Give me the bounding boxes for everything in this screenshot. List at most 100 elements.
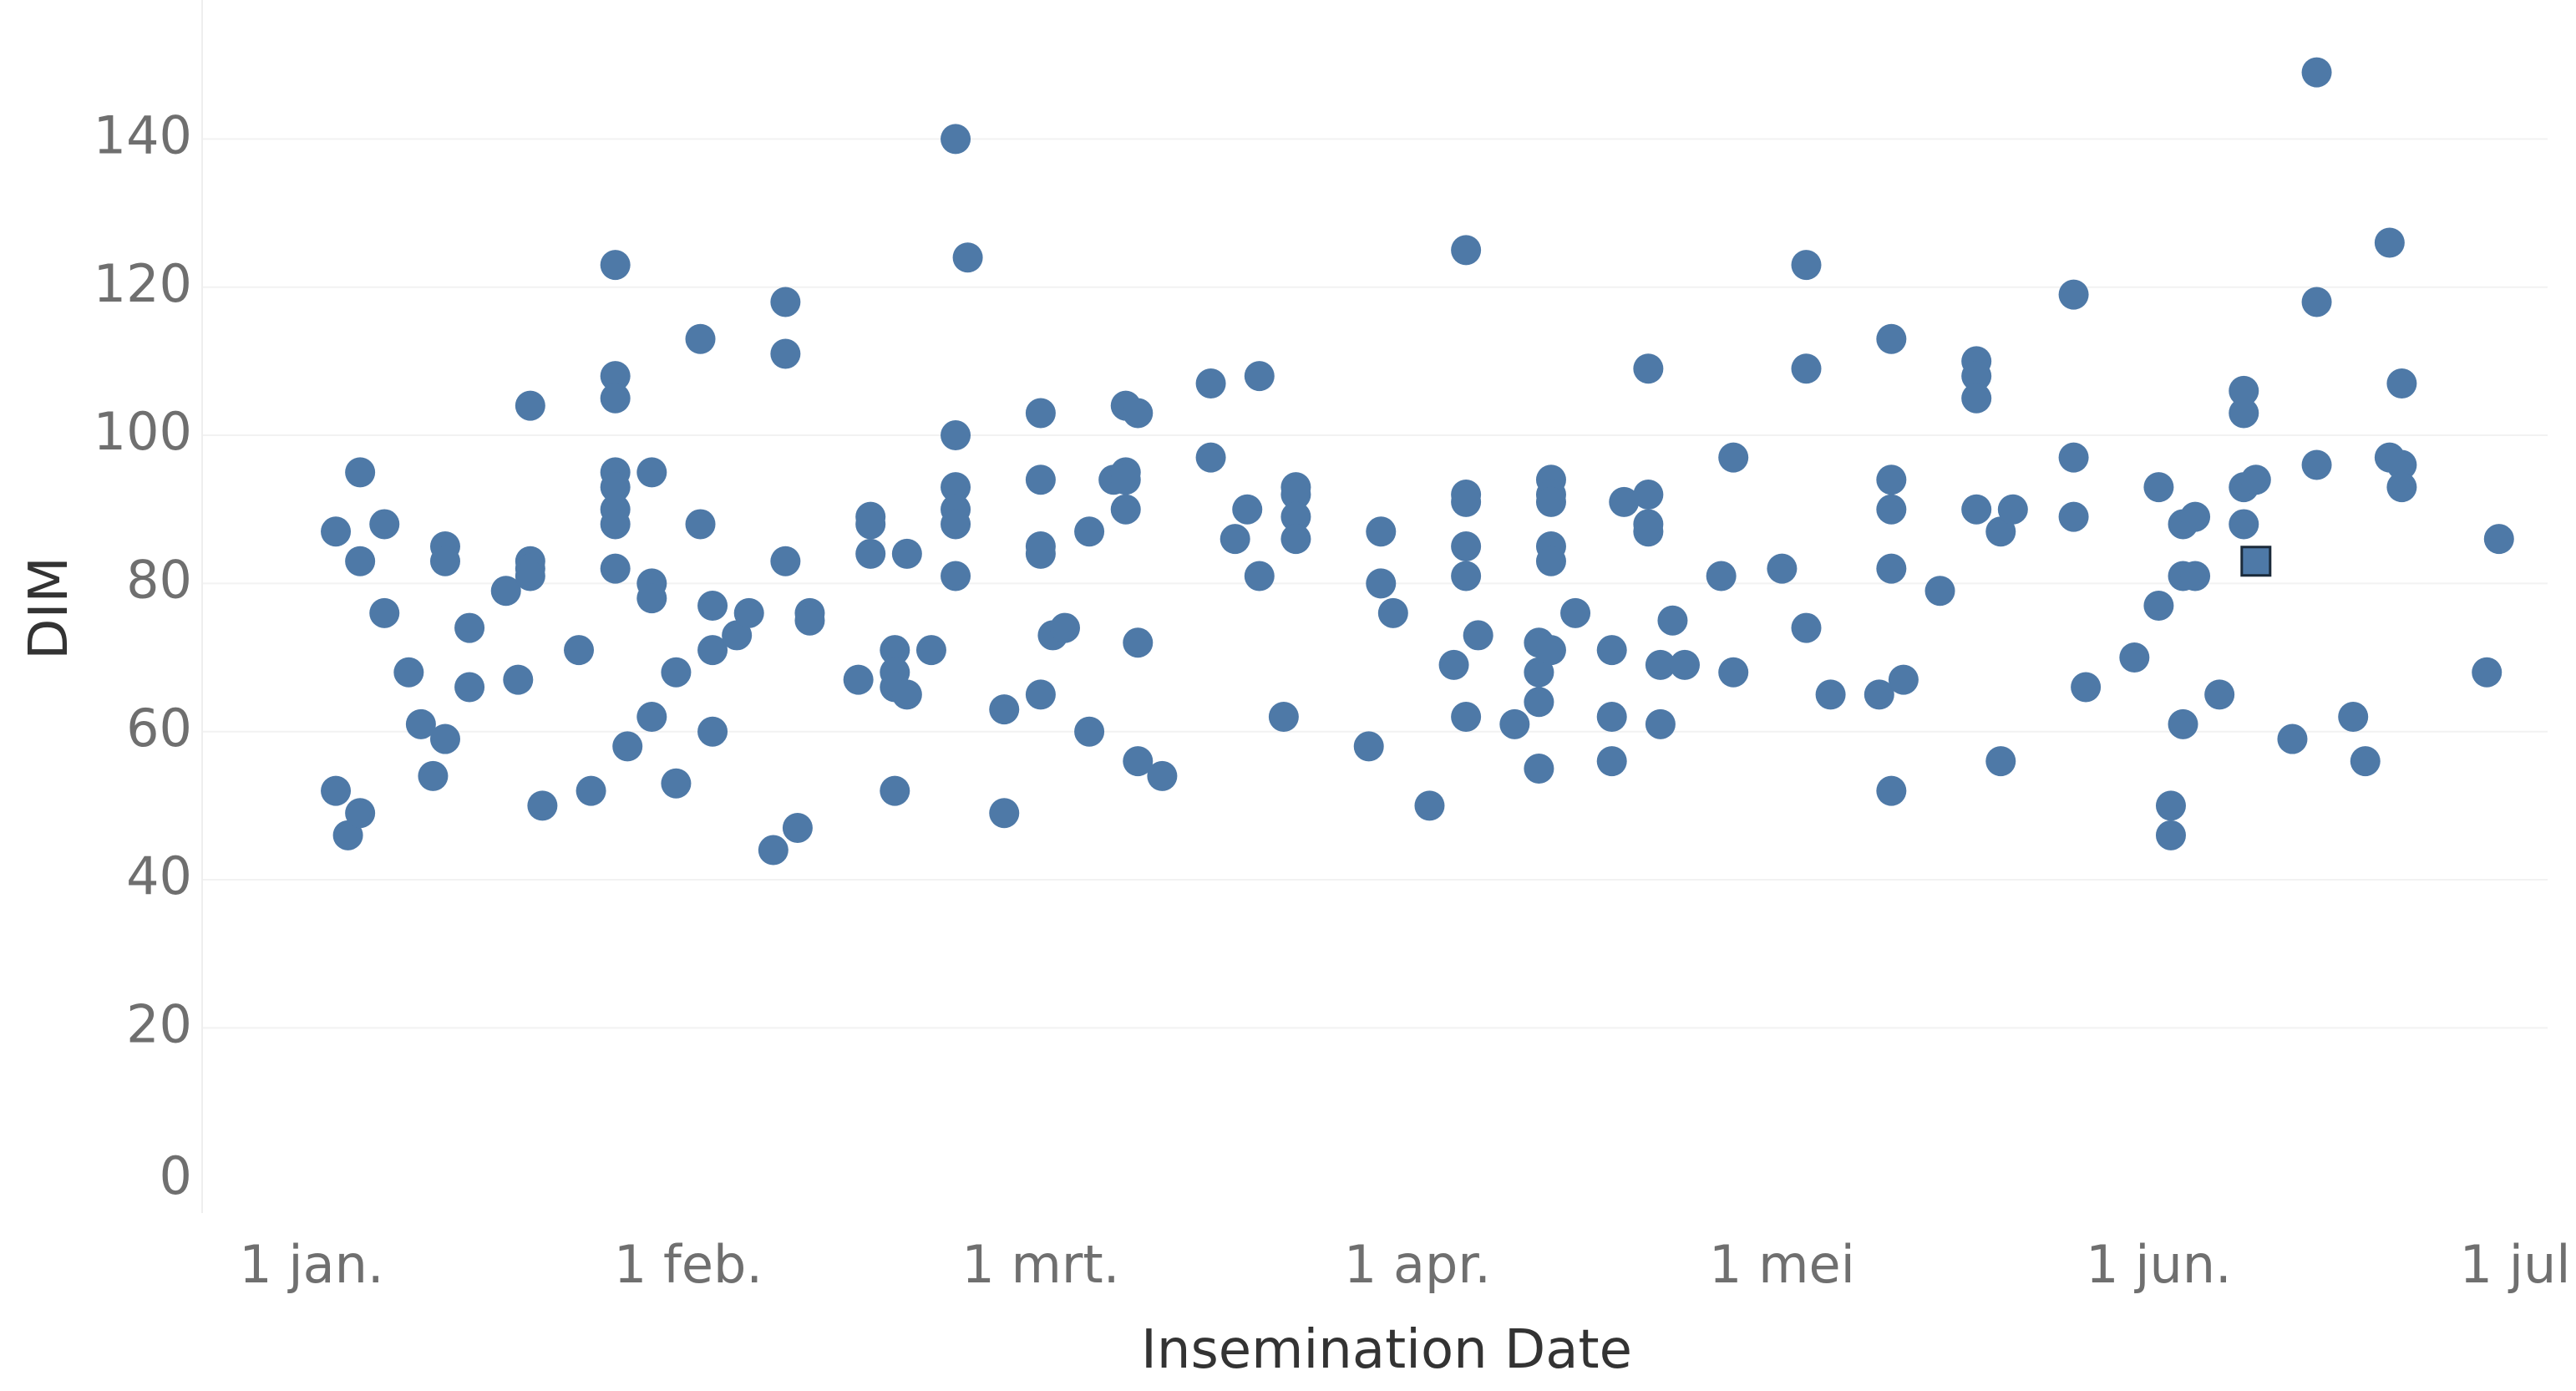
data-point — [345, 546, 376, 576]
data-point — [843, 664, 874, 695]
data-point — [2058, 279, 2089, 310]
data-point — [2472, 657, 2502, 688]
data-point — [1876, 323, 1907, 354]
data-point — [564, 635, 595, 666]
data-point — [1074, 716, 1105, 747]
data-point — [1524, 657, 1554, 688]
data-point — [2180, 561, 2211, 591]
data-point — [989, 798, 1020, 829]
data-points — [321, 57, 2514, 866]
data-point — [1815, 679, 1846, 710]
data-point — [636, 701, 667, 732]
data-point — [418, 760, 449, 791]
data-point — [2229, 375, 2259, 406]
data-point — [2229, 509, 2259, 540]
data-point — [2204, 679, 2235, 710]
data-point — [2386, 472, 2417, 503]
data-point — [855, 509, 886, 540]
y-axis-ticks: 0 20 40 60 80 100 120 140 — [94, 104, 192, 1206]
data-point — [1123, 627, 1154, 658]
data-point — [1123, 746, 1154, 777]
x-axis-ticks: 1 jan. 1 feb. 1 mrt. 1 apr. 1 mei 1 jun. 1 jul… — [239, 1234, 2576, 1295]
data-point — [2229, 398, 2259, 429]
data-point — [1280, 501, 1311, 532]
data-point — [1633, 353, 1664, 384]
data-point — [1353, 731, 1384, 762]
data-point — [1961, 494, 1992, 525]
data-point — [2240, 465, 2271, 495]
data-point — [770, 546, 801, 576]
data-point — [2071, 672, 2102, 703]
data-point — [636, 457, 667, 488]
data-point — [1451, 701, 1482, 732]
data-point — [1524, 687, 1554, 718]
data-point — [1535, 486, 1566, 517]
data-point — [1596, 746, 1627, 777]
data-point — [1876, 775, 1907, 806]
data-point — [722, 620, 753, 651]
data-point — [1633, 516, 1664, 547]
data-point — [1244, 561, 1275, 591]
data-point — [941, 561, 971, 591]
data-point — [1110, 494, 1141, 525]
y-tick-label: 0 — [160, 1145, 192, 1206]
data-point — [758, 835, 789, 866]
data-point — [1147, 760, 1178, 791]
data-point — [661, 657, 692, 688]
data-point — [2277, 723, 2308, 754]
data-point — [600, 250, 631, 281]
data-point — [2338, 701, 2369, 732]
data-point — [2143, 590, 2174, 621]
data-point — [1535, 546, 1566, 576]
data-point — [321, 516, 352, 547]
data-point — [1645, 708, 1676, 739]
data-point — [2143, 472, 2174, 503]
data-point — [576, 775, 606, 806]
data-point — [855, 538, 886, 569]
data-point — [1876, 553, 1907, 584]
data-point — [733, 597, 764, 628]
data-point — [941, 509, 971, 540]
data-point — [685, 509, 716, 540]
data-point — [1232, 494, 1263, 525]
data-point — [454, 612, 485, 643]
data-point — [697, 635, 728, 666]
data-point — [1985, 746, 2016, 777]
data-point — [332, 820, 363, 850]
x-tick-label: 1 mei — [1709, 1234, 1855, 1295]
data-point — [1596, 701, 1627, 732]
y-tick-label: 120 — [94, 253, 192, 314]
data-point — [697, 590, 728, 621]
data-point — [1876, 494, 1907, 525]
data-point — [1451, 235, 1482, 266]
data-point — [685, 323, 716, 354]
data-point — [1414, 790, 1445, 821]
x-tick-label: 1 feb. — [614, 1234, 763, 1295]
data-point — [1876, 465, 1907, 495]
data-point — [527, 790, 558, 821]
data-point — [1961, 361, 1992, 392]
data-point — [515, 390, 545, 421]
data-point — [1645, 649, 1676, 680]
data-point — [1633, 479, 1664, 510]
data-point — [1025, 538, 1056, 569]
data-point — [2350, 746, 2381, 777]
data-point — [1451, 486, 1482, 517]
data-point — [1670, 649, 1701, 680]
data-point — [1985, 516, 2016, 547]
data-point — [880, 635, 910, 666]
data-point — [952, 242, 983, 273]
data-point — [1280, 479, 1311, 510]
data-point — [1924, 576, 1955, 607]
y-tick-label: 140 — [94, 104, 192, 165]
data-point — [1718, 442, 1749, 473]
data-point — [1609, 486, 1640, 517]
data-point — [1535, 635, 1566, 666]
data-point — [600, 383, 631, 414]
data-point — [2180, 501, 2211, 532]
data-point — [2058, 442, 2089, 473]
data-point — [1025, 398, 1056, 429]
data-point — [321, 775, 352, 806]
data-point — [2483, 524, 2514, 555]
